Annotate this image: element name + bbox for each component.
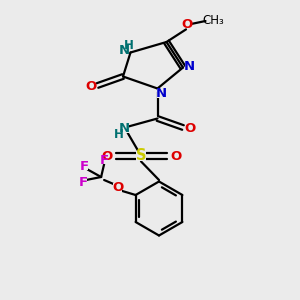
Text: O: O <box>85 80 97 93</box>
Bar <box>120 125 129 133</box>
Bar <box>171 152 181 160</box>
Bar <box>120 47 128 55</box>
Text: N: N <box>119 122 130 136</box>
Bar <box>185 124 194 132</box>
Text: N: N <box>118 44 130 58</box>
Text: CH₃: CH₃ <box>202 14 224 28</box>
Text: O: O <box>170 149 182 163</box>
Bar <box>136 151 146 161</box>
Bar <box>157 89 165 98</box>
Text: F: F <box>100 154 109 167</box>
Text: N: N <box>155 87 167 100</box>
Bar <box>87 82 95 90</box>
Text: F: F <box>80 160 89 173</box>
Text: N: N <box>184 59 195 73</box>
Bar <box>100 157 108 164</box>
Bar <box>80 179 87 187</box>
Bar <box>185 62 194 70</box>
Text: H: H <box>114 128 124 141</box>
Text: O: O <box>101 149 112 163</box>
Bar <box>183 20 192 28</box>
Text: O: O <box>112 181 123 194</box>
Text: F: F <box>79 176 88 190</box>
Bar <box>81 163 88 170</box>
Text: S: S <box>136 148 146 164</box>
Bar <box>113 183 122 192</box>
Text: H: H <box>124 39 134 52</box>
Text: O: O <box>182 17 193 31</box>
Bar <box>102 152 111 160</box>
Text: O: O <box>184 122 195 135</box>
